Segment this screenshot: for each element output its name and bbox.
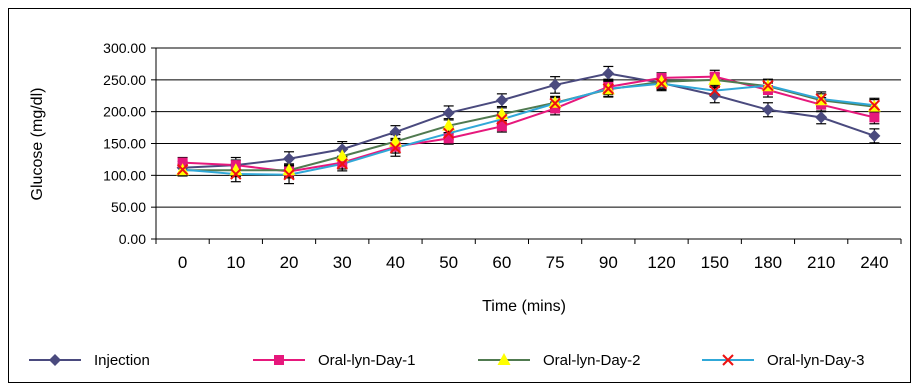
data-point-oral-lyn-day-3	[709, 84, 721, 97]
chart-frame: 0.00 50.00 100.00 150.00 200.00 250.00 30 0.00 …	[8, 8, 911, 383]
y-axis-label: Glucose (mg/dl)	[29, 88, 46, 201]
data-point-oral-lyn-day-3	[336, 158, 348, 170]
x-tick-label: 210	[807, 253, 835, 272]
data-point-oral-lyn-day-2	[229, 163, 243, 176]
data-point-injection	[708, 89, 721, 102]
legend-item-oral-lyn-day-3: Oral-lyn-Day-3	[702, 352, 865, 369]
data-point-injection	[336, 143, 349, 156]
x-tick-label: 0	[178, 253, 187, 272]
data-point-injection	[602, 67, 615, 80]
data-point-injection	[495, 94, 508, 107]
x-tick-label: 240	[860, 253, 888, 272]
data-point-injection	[761, 103, 774, 116]
data-point-injection	[868, 129, 881, 142]
legend-label: Injection	[94, 352, 150, 369]
legend-marker	[274, 355, 284, 365]
x-tick-label: 180	[754, 253, 782, 272]
y-tick-label: 50.00	[111, 199, 146, 215]
data-point-oral-lyn-day-2	[655, 74, 669, 87]
data-point-oral-lyn-day-1	[496, 121, 507, 132]
y-tick-labels: 0.00 50.00 100.00 150.00 200.00 250.00 300.00	[103, 40, 146, 247]
x-tick-label: 40	[386, 253, 405, 272]
data-point-oral-lyn-day-3	[283, 168, 295, 181]
x-tick-label: 20	[280, 253, 299, 272]
error-bars	[177, 65, 880, 185]
data-point-oral-lyn-day-2	[708, 72, 722, 85]
x-tick-label: 60	[492, 253, 511, 272]
series-line-oral-lyn-day-1	[182, 75, 875, 173]
series-lines	[182, 72, 875, 176]
data-point-oral-lyn-day-3	[762, 79, 774, 92]
x-tick-label: 30	[333, 253, 352, 272]
y-tick-label: 300.00	[103, 40, 146, 56]
legend-label: Oral-lyn-Day-3	[767, 352, 865, 369]
y-tick-label: 100.00	[103, 167, 146, 183]
legend: Injection Oral-lyn-Day-1 Oral-lyn-Day-2 Ora…	[29, 352, 865, 369]
series-line-oral-lyn-day-3	[182, 82, 875, 176]
legend-marker	[497, 353, 511, 365]
data-point-injection	[283, 152, 296, 165]
data-point-oral-lyn-day-1	[869, 112, 880, 123]
axes	[151, 47, 902, 244]
data-point-oral-lyn-day-3	[389, 142, 402, 154]
data-point-oral-lyn-day-1	[177, 157, 188, 168]
legend-marker	[49, 354, 61, 366]
y-tick-label: 0.00	[119, 231, 146, 247]
data-point-injection	[549, 78, 562, 91]
x-axis-label: Time (mins)	[482, 298, 566, 315]
legend-label: Oral-lyn-Day-2	[543, 352, 641, 369]
series-line-injection	[182, 72, 875, 169]
x-tick-label: 10	[226, 253, 245, 272]
data-point-oral-lyn-day-3	[549, 97, 561, 110]
data-point-oral-lyn-day-1	[443, 133, 454, 144]
data-point-injection	[815, 111, 828, 124]
x-tick-label: 50	[439, 253, 458, 272]
data-point-oral-lyn-day-3	[230, 168, 242, 180]
data-point-oral-lyn-day-2	[548, 95, 562, 108]
data-point-oral-lyn-day-3	[496, 113, 508, 126]
x-tick-labels: 0 10 20 30 40 50 60 75 90 120 150 180 210 240	[178, 253, 889, 272]
data-point-oral-lyn-day-1	[550, 103, 561, 114]
series-line-oral-lyn-day-2	[182, 78, 875, 172]
legend-label: Oral-lyn-Day-1	[318, 352, 416, 369]
data-point-injection	[442, 106, 455, 119]
data-point-oral-lyn-day-3	[868, 99, 881, 112]
x-tick-label: 90	[599, 253, 618, 272]
data-point-oral-lyn-day-3	[655, 77, 668, 90]
x-tick-label: 150	[701, 253, 729, 272]
legend-marker	[722, 354, 734, 366]
legend-item-oral-lyn-day-1: Oral-lyn-Day-1	[253, 352, 416, 369]
x-tick-label: 120	[647, 253, 675, 272]
data-point-oral-lyn-day-3	[815, 93, 827, 105]
x-tick-label: 75	[546, 253, 565, 272]
data-point-oral-lyn-day-2	[442, 118, 456, 131]
y-tick-label: 250.00	[103, 72, 146, 88]
data-point-oral-lyn-day-2	[335, 149, 349, 162]
data-point-oral-lyn-day-3	[442, 127, 455, 140]
y-tick-label: 150.00	[103, 136, 146, 152]
series-markers	[176, 67, 881, 181]
gridlines	[156, 47, 901, 208]
y-tick-label: 200.00	[103, 104, 146, 120]
glucose-line-chart: 0.00 50.00 100.00 150.00 200.00 250.00 30 0.00 …	[29, 40, 902, 369]
legend-item-injection: Injection	[29, 352, 150, 369]
legend-item-oral-lyn-day-2: Oral-lyn-Day-2	[478, 352, 641, 369]
data-point-oral-lyn-day-3	[602, 83, 615, 95]
data-point-oral-lyn-day-3	[176, 163, 189, 176]
